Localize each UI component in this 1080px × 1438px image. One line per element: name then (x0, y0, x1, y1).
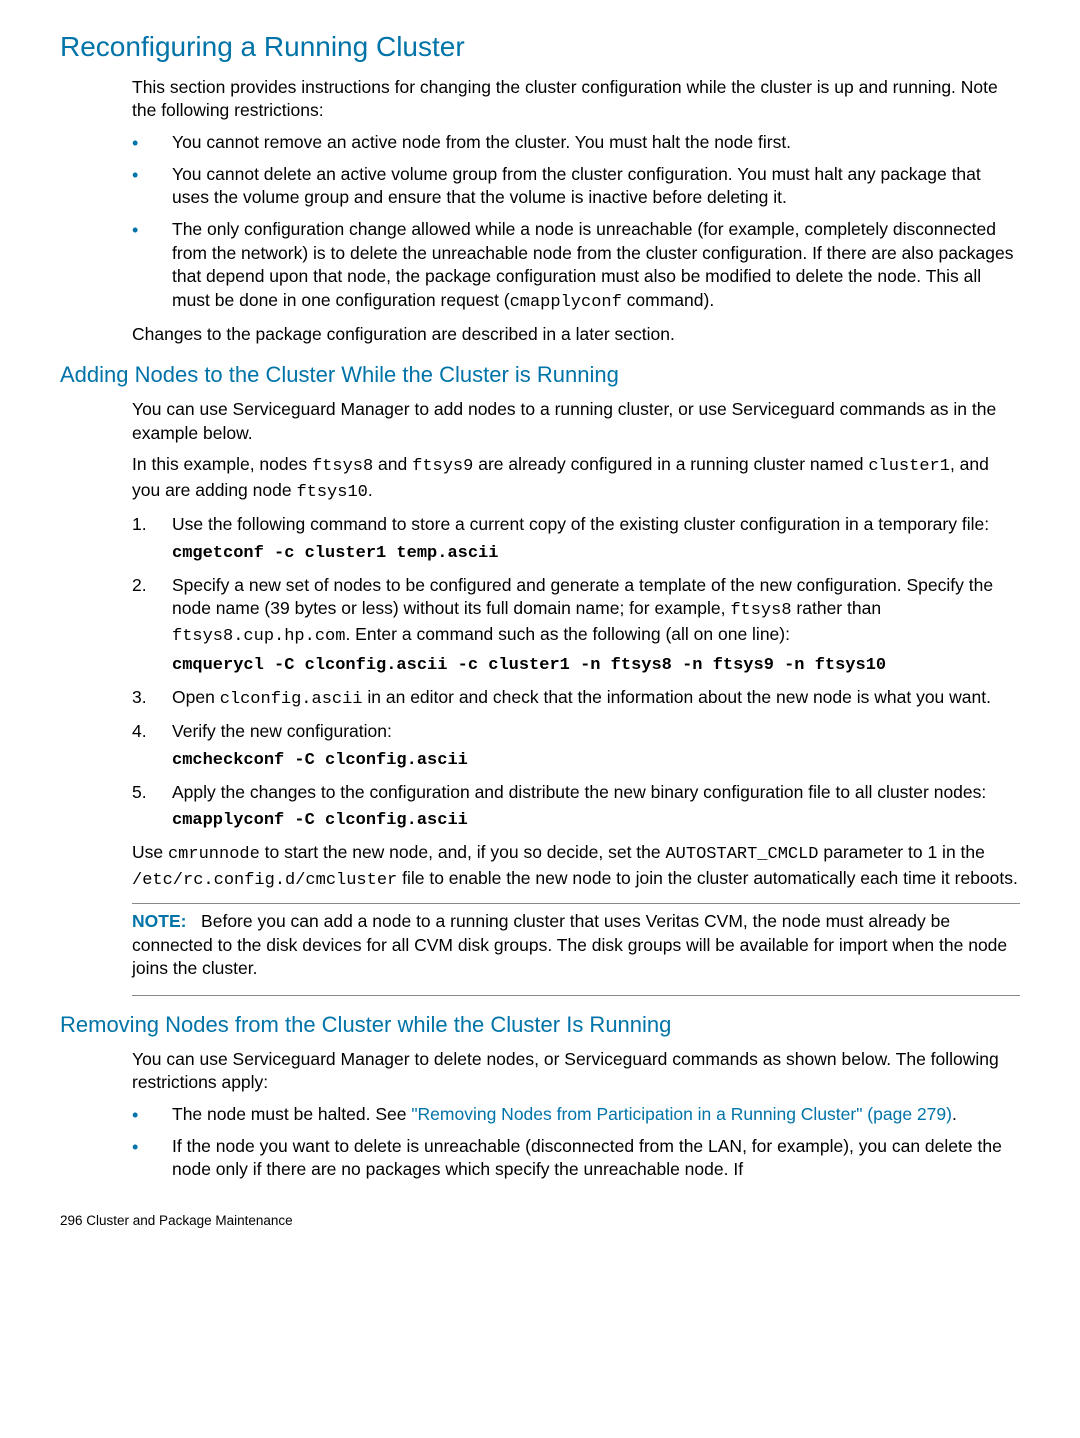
page-footer: 296 Cluster and Package Maintenance (60, 1212, 1020, 1230)
inline-code: clconfig.ascii (220, 690, 363, 709)
inline-code: AUTOSTART_CMCLD (665, 845, 818, 864)
text: . (952, 1104, 957, 1124)
text: . (368, 480, 373, 500)
command-block: cmgetconf -c cluster1 temp.ascii (172, 543, 1020, 566)
inline-code: ftsys8 (730, 601, 791, 620)
restriction-item: If the node you want to delete is unreac… (132, 1135, 1020, 1182)
command-block: cmquerycl -C clconfig.ascii -c cluster1 … (172, 655, 1020, 678)
step-item: Use the following command to store a cur… (132, 513, 1020, 566)
inline-code: cluster1 (868, 457, 950, 476)
restriction-item: You cannot remove an active node from th… (132, 131, 1020, 155)
steps-list: Use the following command to store a cur… (60, 513, 1020, 833)
subsection-heading-removing: Removing Nodes from the Cluster while th… (60, 1010, 1020, 1040)
note-text: NOTE: Before you can add a node to a run… (132, 910, 1020, 981)
inline-code: cmrunnode (168, 845, 260, 864)
inline-code: ftsys8 (312, 457, 373, 476)
intro-paragraph: This section provides instructions for c… (132, 76, 1020, 123)
inline-code: ftsys9 (412, 457, 473, 476)
text: parameter to 1 in the (819, 842, 985, 862)
text: In this example, nodes (132, 454, 312, 474)
removing-restrictions-list: The node must be halted. See "Removing N… (60, 1103, 1020, 1182)
text: and (373, 454, 412, 474)
step-text: Apply the changes to the configuration a… (172, 781, 1020, 805)
restriction-item: The node must be halted. See "Removing N… (132, 1103, 1020, 1127)
inline-code: ftsys10 (296, 483, 367, 502)
step-item: Apply the changes to the configuration a… (132, 781, 1020, 834)
text: command). (622, 290, 714, 310)
paragraph: Use cmrunnode to start the new node, and… (132, 841, 1020, 893)
text: . Enter a command such as the following … (345, 624, 790, 644)
text: in an editor and check that the informat… (363, 687, 991, 707)
paragraph: Changes to the package configuration are… (132, 323, 1020, 347)
inline-command: cmapplyconf (510, 293, 622, 312)
step-item: Verify the new configuration: cmcheckcon… (132, 720, 1020, 773)
text: The node must be halted. See (172, 1104, 411, 1124)
command-block: cmcheckconf -C clconfig.ascii (172, 750, 1020, 773)
inline-code: ftsys8.cup.hp.com (172, 627, 345, 646)
inline-code: /etc/rc.config.d/cmcluster (132, 871, 397, 890)
text: rather than (792, 598, 882, 618)
step-item: Open clconfig.ascii in an editor and che… (132, 686, 1020, 712)
step-text: Open clconfig.ascii in an editor and che… (172, 686, 1020, 712)
paragraph: You can use Serviceguard Manager to add … (132, 398, 1020, 445)
text: file to enable the new node to join the … (397, 868, 1018, 888)
restriction-item: You cannot delete an active volume group… (132, 163, 1020, 210)
step-item: Specify a new set of nodes to be configu… (132, 574, 1020, 678)
restrictions-list: You cannot remove an active node from th… (60, 131, 1020, 315)
paragraph: In this example, nodes ftsys8 and ftsys9… (132, 453, 1020, 505)
step-text: Use the following command to store a cur… (172, 513, 1020, 537)
paragraph: You can use Serviceguard Manager to dele… (132, 1048, 1020, 1095)
text: Use (132, 842, 168, 862)
command-block: cmapplyconf -C clconfig.ascii (172, 810, 1020, 833)
text: Open (172, 687, 220, 707)
cross-reference-link[interactable]: "Removing Nodes from Participation in a … (411, 1104, 952, 1124)
note-label: NOTE: (132, 911, 186, 931)
text: to start the new node, and, if you so de… (260, 842, 666, 862)
section-heading: Reconfiguring a Running Cluster (60, 28, 1020, 66)
text: are already configured in a running clus… (473, 454, 868, 474)
note-body: Before you can add a node to a running c… (132, 911, 1007, 978)
subsection-heading-adding: Adding Nodes to the Cluster While the Cl… (60, 360, 1020, 390)
step-text: Specify a new set of nodes to be configu… (172, 574, 1020, 650)
step-text: Verify the new configuration: (172, 720, 1020, 744)
note-block: NOTE: Before you can add a node to a run… (132, 903, 1020, 996)
restriction-item: The only configuration change allowed wh… (132, 218, 1020, 315)
